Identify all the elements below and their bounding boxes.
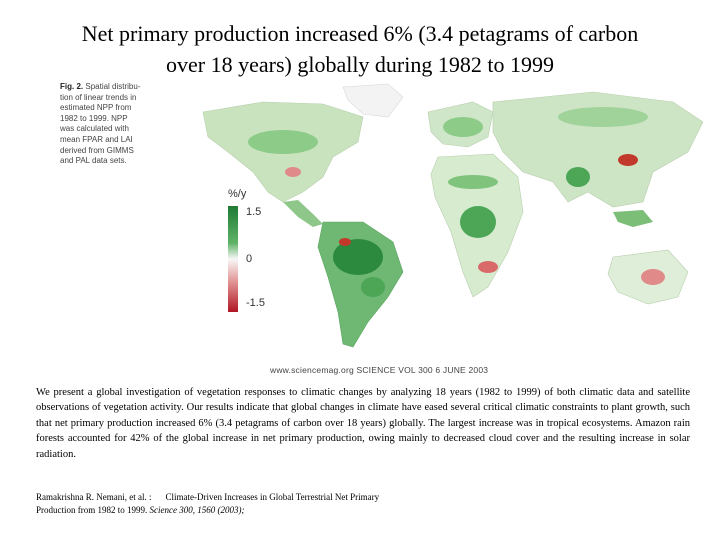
sahel-increase-patch	[448, 175, 498, 189]
amazon-increase-patch	[333, 239, 383, 275]
figure-caption: Fig. 2. Spatial distribu- tion of linear…	[60, 82, 170, 167]
trend-patches	[248, 107, 665, 297]
figure-caption-line: mean FPAR and LAI	[60, 134, 133, 144]
south-america-increase-patch	[361, 277, 385, 297]
asia-decrease-patch	[618, 154, 638, 166]
citation-title-continued: Production from 1982 to 1999.	[36, 504, 148, 515]
figure-caption-line: estimated NPP from	[60, 103, 132, 113]
figure-caption-line: Spatial distribu-	[85, 82, 141, 91]
citation-journal: Science 300, 1560 (2003);	[149, 504, 245, 515]
north-america-decrease-patch	[285, 167, 301, 177]
legend-max-label: 1.5	[246, 206, 262, 218]
abstract-paragraph: We present a global investigation of veg…	[36, 387, 690, 460]
europe-increase-patch	[443, 117, 483, 137]
citation-authors: Ramakrishna R. Nemani, et al. :	[36, 492, 152, 502]
figure-caption-label: Fig. 2.	[60, 82, 84, 91]
slide-title-line-2: over 18 years) globally during 1982 to 1…	[166, 52, 554, 77]
central-america-landmass	[283, 200, 323, 227]
india-increase-patch	[566, 167, 590, 187]
asia-landmass	[492, 91, 704, 208]
southeast-asia-islands	[613, 210, 653, 227]
citation-title: Climate-Driven Increases in Global Terre…	[165, 492, 380, 502]
africa-decrease-patch	[478, 261, 498, 273]
figure-caption-line: and PAL data sets.	[60, 156, 127, 166]
slide-title-line-1: Net primary production increased 6% (3.4…	[81, 21, 639, 46]
figure-footer: www.sciencemag.org SCIENCE VOL 300 6 JUN…	[270, 365, 489, 375]
figure-caption-line: derived from GIMMS	[60, 145, 134, 155]
australia-decrease-patch	[641, 269, 665, 285]
citation: Ramakrishna R. Nemani, et al. : Climate-D…	[36, 491, 456, 516]
legend-unit: %/y	[228, 188, 247, 200]
world-npp-trend-map	[202, 83, 704, 348]
slide-title: Net primary production increased 6% (3.4…	[20, 18, 700, 80]
south-america-decrease-patch	[339, 238, 351, 246]
north-america-increase-patch	[248, 130, 318, 154]
legend-min-label: -1.5	[246, 297, 265, 309]
npp-trend-figure: Fig. 2. Spatial distribu- tion of linear…	[60, 82, 710, 382]
central-africa-increase-patch	[460, 206, 496, 238]
greenland-landmass	[342, 83, 404, 118]
figure-caption-line: tion of linear trends in	[60, 92, 137, 102]
legend-mid-label: 0	[246, 253, 253, 265]
legend-color-bar	[228, 206, 238, 312]
siberia-increase-patch	[558, 107, 648, 127]
figure-caption-line: was calculated with	[60, 124, 129, 134]
figure-caption-line: 1982 to 1999. NPP	[60, 113, 128, 123]
